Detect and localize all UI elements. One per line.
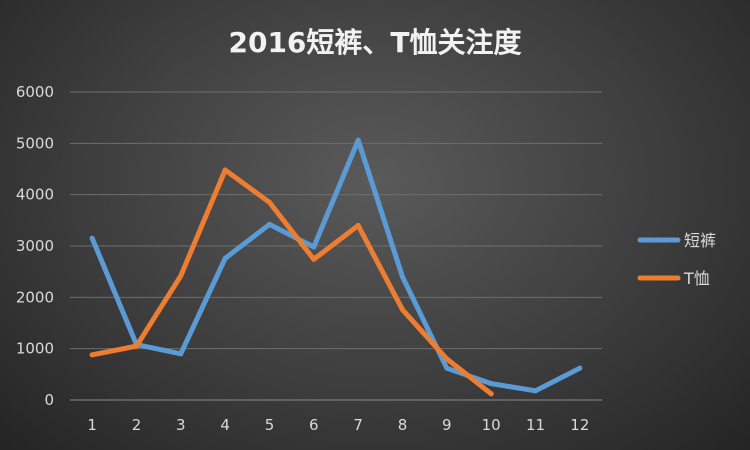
y-tick-label: 6000 (16, 83, 54, 101)
data-point (134, 343, 139, 349)
data-point (444, 365, 450, 371)
x-tick-label: 10 (482, 416, 501, 434)
x-tick-label: 7 (353, 416, 363, 434)
x-tick-label: 2 (132, 416, 142, 434)
data-point (311, 256, 317, 262)
data-point (89, 352, 95, 358)
x-tick-label: 11 (526, 416, 545, 434)
data-point (311, 244, 317, 250)
data-point (400, 307, 405, 313)
x-tick-label: 12 (570, 416, 589, 434)
data-point (222, 255, 228, 261)
y-tick-label: 3000 (16, 237, 54, 255)
legend-label: T恤 (683, 269, 710, 288)
data-point (400, 274, 405, 280)
data-point (577, 365, 583, 371)
data-point (355, 222, 361, 228)
data-point (444, 356, 450, 362)
data-point (488, 391, 494, 397)
x-tick-label: 3 (176, 416, 186, 434)
x-tick-label: 6 (309, 416, 319, 434)
data-point (267, 199, 272, 205)
data-point (178, 351, 184, 357)
data-point (355, 137, 361, 143)
data-point (222, 167, 228, 173)
series-line-0 (89, 137, 583, 394)
y-axis-ticks: 0 1000 2000 3000 4000 5000 6000 (16, 83, 54, 409)
x-axis-ticks: 1 2 3 4 5 6 7 8 9 10 11 12 (87, 416, 589, 434)
x-tick-label: 8 (398, 416, 408, 434)
x-tick-label: 4 (220, 416, 230, 434)
data-point (533, 388, 538, 394)
legend-label: 短裤 (684, 231, 716, 250)
x-tick-label: 9 (442, 416, 452, 434)
data-point (267, 221, 272, 227)
y-tick-label: 2000 (16, 288, 54, 306)
y-tick-label: 0 (44, 391, 54, 409)
y-tick-label: 5000 (16, 134, 54, 152)
grid (70, 91, 602, 401)
x-tick-label: 1 (87, 416, 97, 434)
series-lines (89, 137, 583, 397)
legend: 短裤 T恤 (637, 231, 716, 288)
series-line-1 (89, 167, 494, 397)
data-point (89, 235, 95, 241)
y-tick-label: 1000 (16, 340, 54, 358)
chart-title: 2016短裤、T恤关注度 (228, 26, 521, 59)
y-tick-label: 4000 (16, 186, 54, 204)
data-point (178, 273, 184, 279)
x-tick-label: 5 (265, 416, 275, 434)
data-point (488, 381, 494, 387)
